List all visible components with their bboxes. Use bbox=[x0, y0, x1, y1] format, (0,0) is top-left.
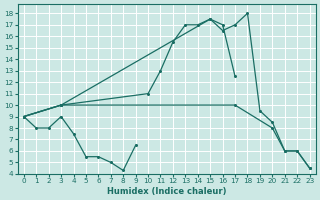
X-axis label: Humidex (Indice chaleur): Humidex (Indice chaleur) bbox=[107, 187, 227, 196]
